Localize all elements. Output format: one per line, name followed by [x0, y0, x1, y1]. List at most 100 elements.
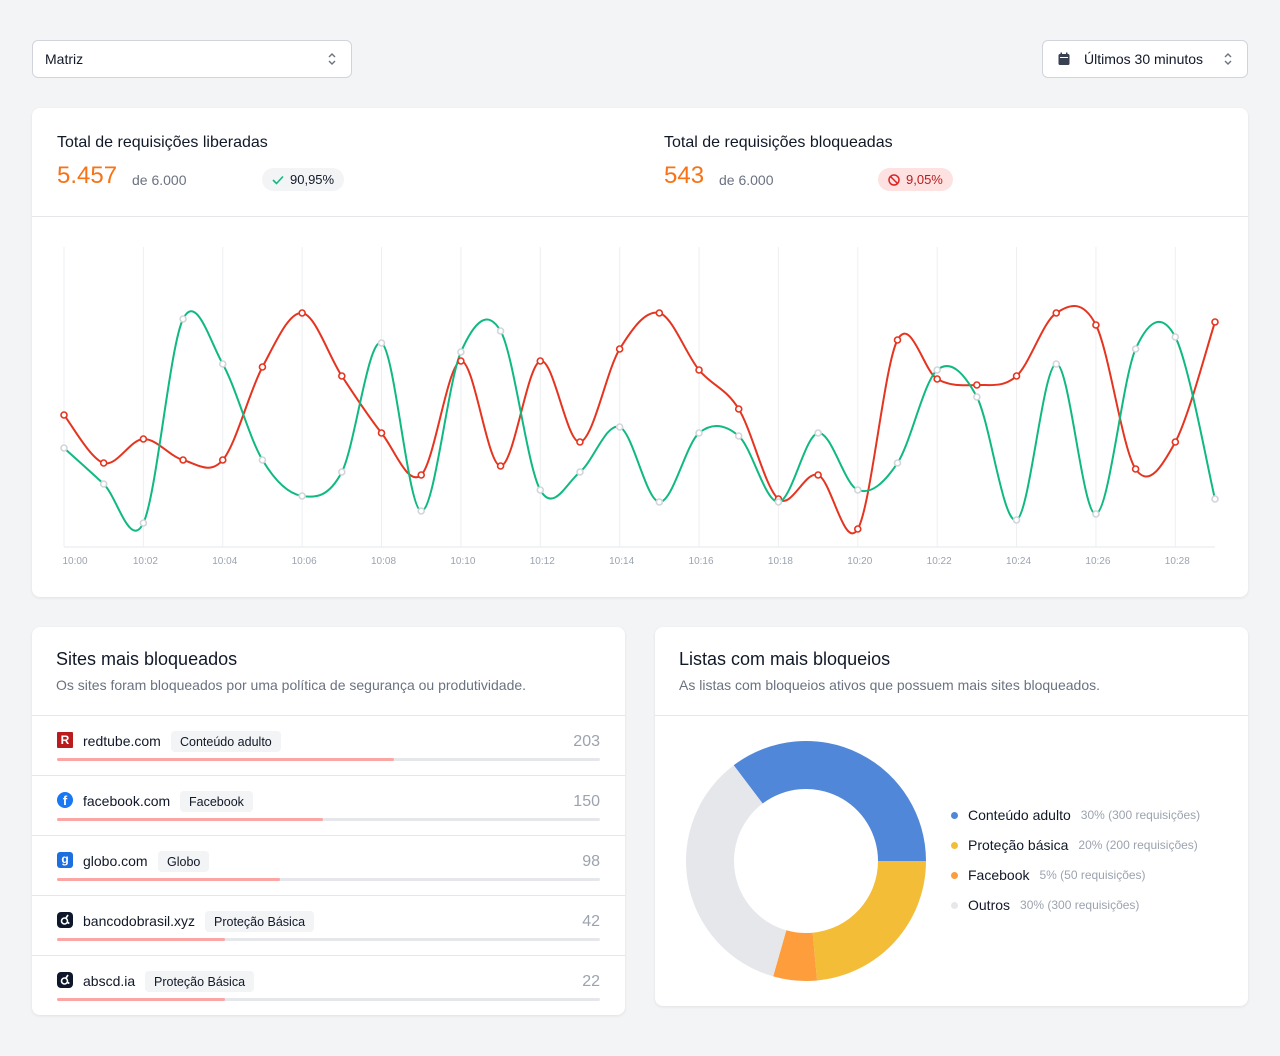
data-point[interactable] [377, 429, 386, 437]
data-point[interactable] [1092, 510, 1100, 518]
data-point[interactable] [139, 435, 148, 443]
site-row[interactable]: bancodobrasil.xyz Proteção Básica 42 [32, 895, 625, 955]
top-lists-subtitle: As listas com bloqueios ativos que possu… [679, 677, 1100, 693]
progress-track [57, 938, 600, 941]
site-list-tag: Proteção Básica [205, 911, 315, 932]
donut-slice[interactable] [773, 930, 818, 981]
x-tick-label: 10:28 [1165, 556, 1190, 567]
data-point[interactable] [60, 411, 68, 419]
data-point[interactable] [99, 480, 108, 488]
data-point[interactable] [1131, 345, 1140, 353]
data-point[interactable] [695, 429, 703, 437]
donut-slice[interactable] [733, 741, 926, 861]
legend-dot [951, 811, 958, 819]
data-point[interactable] [814, 429, 822, 437]
data-point[interactable] [853, 486, 862, 494]
legend-item: Conteúdo adulto 30% (300 requisições) [951, 807, 1200, 823]
legend-item: Facebook 5% (50 requisições) [951, 867, 1146, 883]
x-tick-label: 10:18 [768, 556, 793, 567]
donut-slice[interactable] [812, 861, 926, 981]
data-point[interactable] [218, 456, 227, 464]
location-select[interactable]: Matriz [32, 40, 352, 78]
data-point[interactable] [1211, 318, 1219, 326]
data-point[interactable] [973, 393, 981, 401]
data-point[interactable] [417, 471, 426, 479]
legend-detail: 30% (300 requisições) [1020, 898, 1140, 912]
data-point[interactable] [734, 405, 743, 413]
data-point[interactable] [496, 462, 505, 470]
data-point[interactable] [576, 468, 584, 476]
check-icon [272, 175, 284, 185]
blocked-title: Total de requisições bloqueadas [664, 134, 893, 151]
site-name: redtube.com [83, 733, 161, 749]
data-point[interactable] [615, 345, 624, 353]
site-name: bancodobrasil.xyz [83, 913, 196, 929]
data-point[interactable] [615, 423, 624, 431]
blocked-stat: Total de requisições bloqueadas 543 de 6… [664, 134, 953, 191]
data-point[interactable] [377, 339, 386, 347]
data-point[interactable] [179, 456, 187, 464]
data-point[interactable] [417, 507, 426, 515]
data-point[interactable] [774, 498, 783, 506]
data-point[interactable] [99, 459, 108, 467]
data-point[interactable] [973, 381, 981, 389]
data-point[interactable] [1131, 465, 1140, 473]
site-row[interactable]: g globo.com Globo 98 [32, 835, 625, 895]
data-point[interactable] [338, 468, 346, 476]
x-tick-label: 10:16 [689, 556, 714, 567]
data-point[interactable] [853, 525, 862, 533]
data-point[interactable] [258, 456, 267, 464]
blocked-total: de 6.000 [719, 172, 774, 188]
data-point[interactable] [1211, 495, 1219, 503]
site-list-tag: Globo [158, 851, 210, 872]
site-row[interactable]: abscd.ia Proteção Básica 22 [32, 955, 625, 1015]
legend-detail: 5% (50 requisições) [1039, 868, 1146, 882]
data-point[interactable] [893, 459, 902, 467]
data-point[interactable] [258, 363, 267, 371]
data-point[interactable] [139, 519, 148, 527]
time-range-select[interactable]: Últimos 30 minutos [1042, 40, 1248, 78]
donut-slice[interactable] [686, 765, 787, 977]
progress-track [57, 818, 600, 821]
calendar-icon [1058, 52, 1070, 65]
x-tick-label: 10:04 [212, 556, 237, 567]
site-row[interactable]: f facebook.com Facebook 150 [32, 775, 625, 835]
data-point[interactable] [457, 348, 465, 356]
data-point[interactable] [933, 366, 941, 374]
data-point[interactable] [655, 498, 664, 506]
data-point[interactable] [536, 357, 545, 365]
data-point[interactable] [536, 486, 545, 494]
progress-track [57, 758, 600, 761]
data-point[interactable] [1052, 309, 1061, 317]
data-point[interactable] [457, 357, 465, 365]
data-point[interactable] [655, 309, 664, 317]
allowed-badge: 90,95% [262, 168, 345, 191]
data-point[interactable] [298, 309, 306, 317]
top-sites-title: Sites mais bloqueados [56, 649, 238, 669]
data-point[interactable] [576, 438, 584, 446]
allowed-title: Total de requisições liberadas [57, 134, 268, 151]
data-point[interactable] [1171, 333, 1180, 341]
data-point[interactable] [1012, 372, 1021, 380]
legend-label: Outros [968, 897, 1011, 913]
line-chart: 10:00 10:02 10:04 10:06 10:08 10:10 10:12 10:14… [60, 247, 1219, 567]
data-point[interactable] [298, 492, 306, 500]
data-point[interactable] [814, 471, 822, 479]
data-point[interactable] [1171, 438, 1180, 446]
data-point[interactable] [1092, 321, 1100, 329]
x-tick-label: 10:00 [62, 556, 87, 567]
data-point[interactable] [1012, 516, 1021, 524]
data-point[interactable] [496, 327, 505, 335]
data-point[interactable] [218, 360, 227, 368]
data-point[interactable] [893, 336, 902, 344]
data-point[interactable] [695, 366, 703, 374]
data-point[interactable] [179, 315, 187, 323]
data-point[interactable] [338, 372, 346, 380]
top-sites-card: Sites mais bloqueados Os sites foram blo… [32, 627, 625, 1015]
data-point[interactable] [933, 375, 941, 383]
data-point[interactable] [60, 444, 68, 452]
legend-label: Facebook [968, 867, 1030, 883]
data-point[interactable] [734, 432, 743, 440]
data-point[interactable] [1052, 360, 1061, 368]
